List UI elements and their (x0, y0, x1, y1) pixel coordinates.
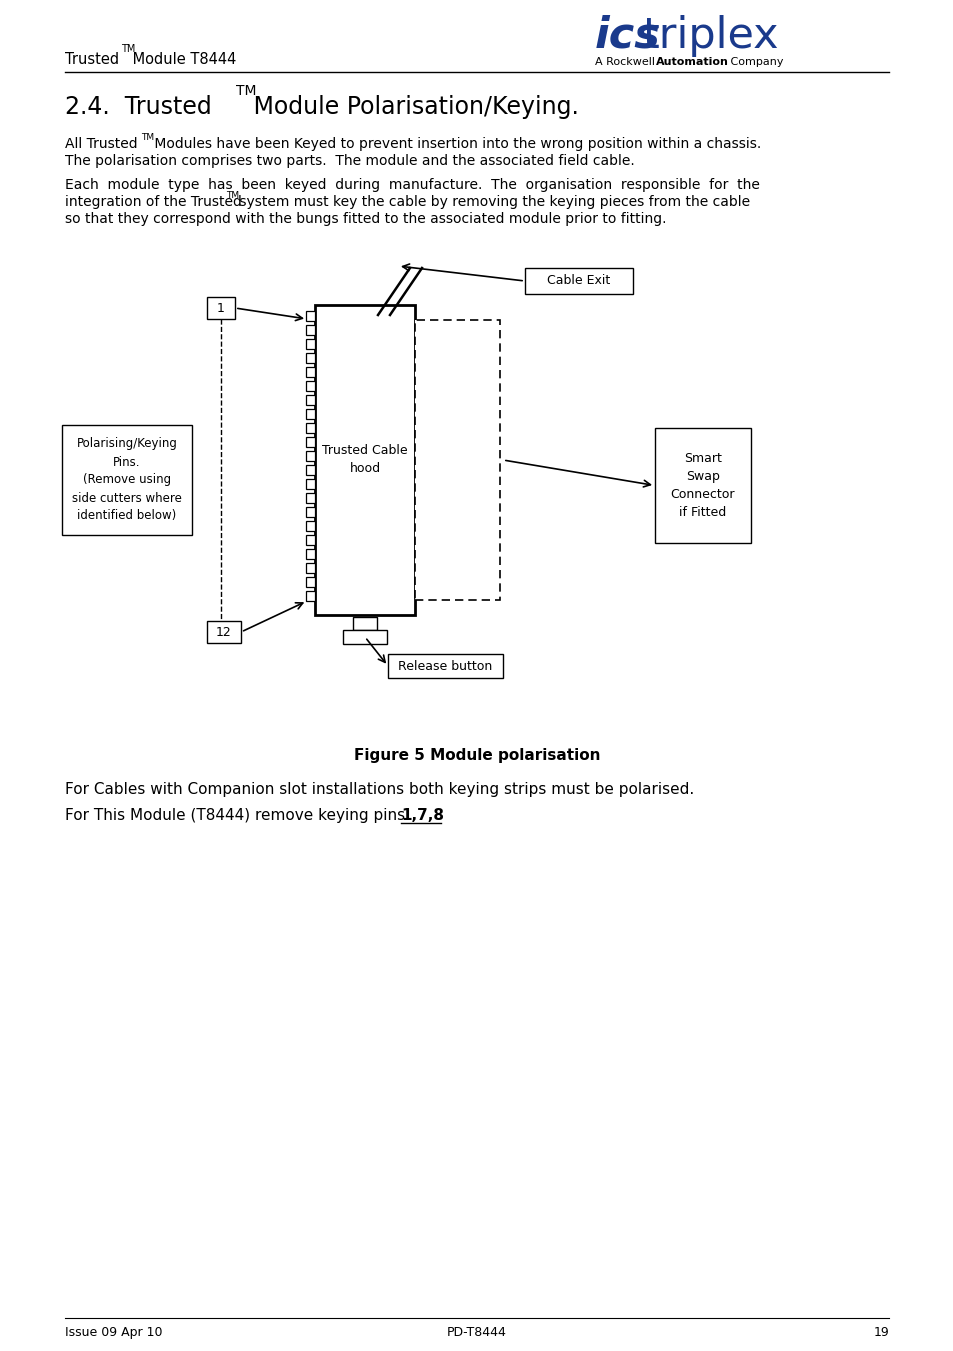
Text: 12: 12 (216, 626, 232, 639)
Bar (62, 426, 192, 535)
Bar (306, 590, 314, 601)
Text: so that they correspond with the bungs fitted to the associated module prior to : so that they correspond with the bungs f… (65, 212, 666, 226)
Text: Module Polarisation/Keying.: Module Polarisation/Keying. (246, 95, 578, 119)
Bar (306, 394, 314, 405)
Bar (306, 423, 314, 434)
Text: Each  module  type  has  been  keyed  during  manufacture.  The  organisation  r: Each module type has been keyed during m… (65, 178, 760, 192)
Bar (655, 428, 750, 543)
Bar (524, 267, 633, 295)
Bar (306, 577, 314, 586)
Bar (306, 367, 314, 377)
Bar (314, 305, 415, 615)
Text: For Cables with Companion slot installations both keying strips must be polarise: For Cables with Companion slot installat… (65, 782, 694, 797)
Bar (343, 630, 387, 644)
Text: Module T8444: Module T8444 (128, 51, 236, 68)
Bar (306, 480, 314, 489)
Text: TM: TM (226, 190, 239, 200)
Text: TM: TM (235, 84, 256, 99)
Bar (306, 353, 314, 363)
Text: Company: Company (726, 57, 782, 68)
Text: Trusted Cable
hood: Trusted Cable hood (322, 444, 407, 476)
Text: A Rockwell: A Rockwell (595, 57, 658, 68)
Text: PD-T8444: PD-T8444 (447, 1325, 506, 1339)
Text: system must key the cable by removing the keying pieces from the cable: system must key the cable by removing th… (234, 195, 749, 209)
Bar (306, 507, 314, 517)
Text: Trusted: Trusted (65, 51, 119, 68)
Bar (306, 409, 314, 419)
Text: All Trusted: All Trusted (65, 136, 137, 151)
Text: Modules have been Keyed to prevent insertion into the wrong position within a ch: Modules have been Keyed to prevent inser… (150, 136, 760, 151)
Bar (353, 617, 376, 630)
Text: Polarising/Keying
Pins.
(Remove using
side cutters where
identified below): Polarising/Keying Pins. (Remove using si… (72, 438, 182, 523)
Bar (207, 621, 241, 643)
Bar (306, 535, 314, 544)
Bar (306, 381, 314, 390)
Text: The polarisation comprises two parts.  The module and the associated field cable: The polarisation comprises two parts. Th… (65, 154, 634, 168)
Text: Figure 5 Module polarisation: Figure 5 Module polarisation (354, 748, 599, 763)
Text: Cable Exit: Cable Exit (547, 274, 610, 288)
Text: Smart
Swap
Connector
if Fitted: Smart Swap Connector if Fitted (670, 453, 735, 519)
Text: 1,7,8: 1,7,8 (400, 808, 443, 823)
Text: For This Module (T8444) remove keying pins: For This Module (T8444) remove keying pi… (65, 808, 415, 823)
Text: integration of the Trusted: integration of the Trusted (65, 195, 242, 209)
Bar (306, 326, 314, 335)
Text: Issue 09 Apr 10: Issue 09 Apr 10 (65, 1325, 162, 1339)
Bar (306, 311, 314, 322)
Bar (306, 521, 314, 531)
Bar (388, 654, 502, 678)
Bar (306, 549, 314, 559)
Text: Release button: Release button (398, 659, 492, 673)
Bar (306, 465, 314, 476)
Text: ics: ics (595, 15, 660, 57)
Text: triplex: triplex (642, 15, 779, 57)
Bar (306, 339, 314, 349)
Bar (415, 320, 499, 600)
Text: 1: 1 (217, 301, 225, 315)
Text: TM: TM (141, 132, 154, 142)
Bar (207, 297, 234, 319)
Text: TM: TM (121, 45, 135, 54)
Text: Automation: Automation (656, 57, 728, 68)
Text: 19: 19 (872, 1325, 888, 1339)
Bar (306, 436, 314, 447)
Bar (306, 451, 314, 461)
Text: 2.4.  Trusted: 2.4. Trusted (65, 95, 212, 119)
Bar (306, 493, 314, 503)
Bar (306, 563, 314, 573)
